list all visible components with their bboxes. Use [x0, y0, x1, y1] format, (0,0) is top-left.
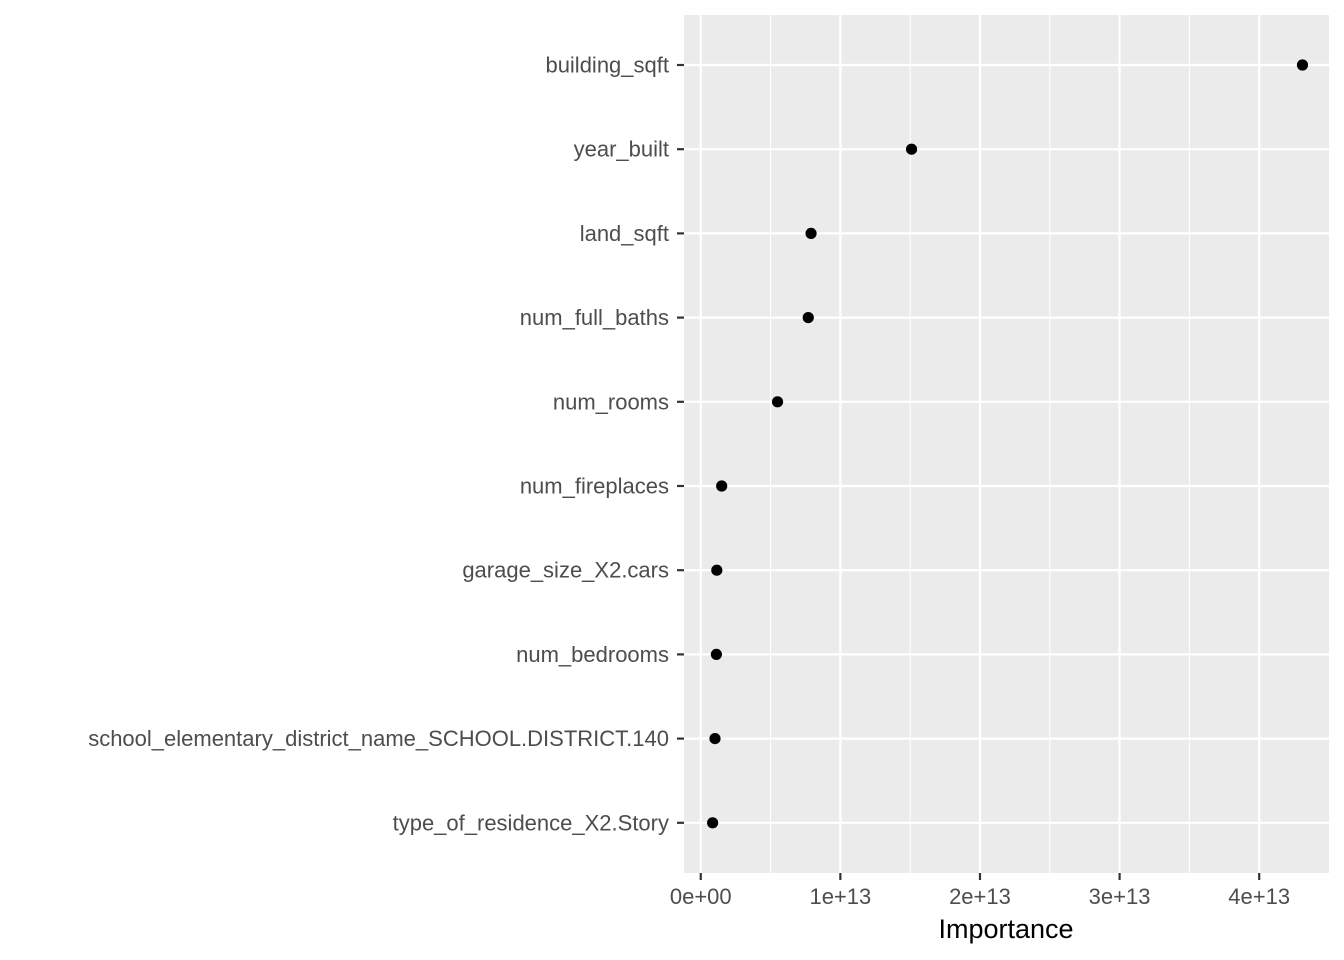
y-tick-label: land_sqft	[580, 221, 669, 246]
x-axis-title: Importance	[938, 914, 1073, 944]
major-gridlines	[684, 15, 1329, 873]
data-points	[707, 59, 1309, 829]
data-point	[905, 143, 918, 155]
x-axis: 0e+00 1e+13 2e+13 3e+13 4e+13	[670, 873, 1290, 909]
y-axis: building_sqft year_built land_sqft num_full…	[88, 53, 684, 835]
data-point	[802, 312, 814, 324]
minor-gridlines	[770, 15, 1190, 873]
data-point	[1296, 59, 1309, 71]
x-tick-label: 1e+13	[809, 884, 871, 909]
y-tick-label: school_elementary_district_name_SCHOOL.D…	[88, 726, 669, 751]
y-tick-label: year_built	[574, 137, 669, 162]
y-tick-label: building_sqft	[545, 53, 669, 78]
y-tick-label: num_rooms	[553, 389, 669, 414]
y-tick-label: num_fireplaces	[520, 474, 669, 499]
x-tick-label: 2e+13	[949, 884, 1011, 909]
data-point	[771, 396, 784, 408]
data-point	[711, 564, 723, 576]
y-tick-label: num_full_baths	[520, 305, 669, 330]
data-point	[709, 733, 721, 745]
x-tick-label: 0e+00	[670, 884, 732, 909]
x-tick-label: 3e+13	[1089, 884, 1151, 909]
y-tick-label: type_of_residence_X2.Story	[393, 810, 669, 835]
data-point	[716, 480, 728, 492]
y-tick-label: garage_size_X2.cars	[462, 558, 669, 583]
data-point	[710, 648, 722, 661]
data-point	[707, 817, 719, 829]
plot-panel	[684, 15, 1329, 873]
y-tick-label: num_bedrooms	[516, 642, 669, 667]
data-point	[805, 227, 817, 239]
x-tick-label: 4e+13	[1228, 884, 1290, 909]
